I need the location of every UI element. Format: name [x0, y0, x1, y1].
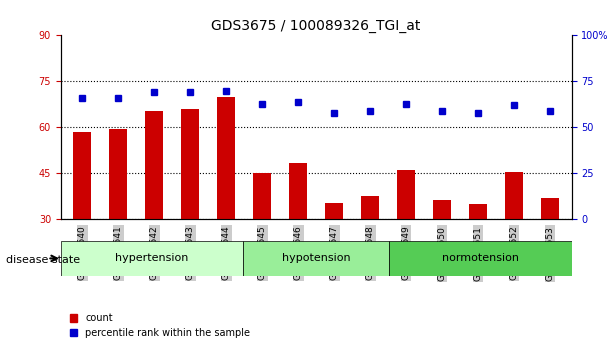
- Bar: [469, 204, 487, 219]
- Bar: [145, 110, 164, 219]
- Title: GDS3675 / 100089326_TGI_at: GDS3675 / 100089326_TGI_at: [212, 19, 421, 33]
- Bar: [541, 198, 559, 219]
- Text: normotension: normotension: [442, 253, 519, 263]
- Bar: [361, 196, 379, 219]
- Bar: [109, 129, 127, 219]
- Text: disease state: disease state: [6, 255, 80, 265]
- Legend: count, percentile rank within the sample: count, percentile rank within the sample: [66, 309, 254, 342]
- FancyBboxPatch shape: [389, 241, 572, 276]
- Bar: [325, 202, 343, 219]
- Bar: [289, 163, 307, 219]
- Text: hypertension: hypertension: [116, 253, 188, 263]
- Bar: [397, 170, 415, 219]
- FancyBboxPatch shape: [243, 241, 389, 276]
- Bar: [505, 172, 523, 219]
- Text: hypotension: hypotension: [282, 253, 350, 263]
- Bar: [217, 97, 235, 219]
- Bar: [433, 200, 451, 219]
- Bar: [253, 173, 271, 219]
- FancyBboxPatch shape: [61, 241, 243, 276]
- Bar: [74, 132, 91, 219]
- Bar: [181, 109, 199, 219]
